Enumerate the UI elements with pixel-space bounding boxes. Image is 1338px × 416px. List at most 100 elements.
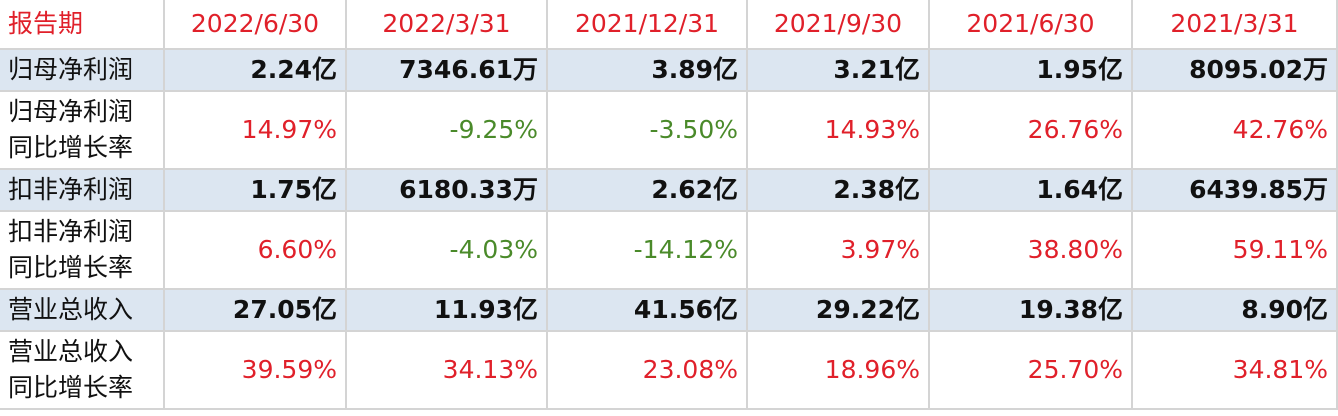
header-text: 2021/9/30 [773, 9, 903, 38]
value-text: 11.93亿 [433, 295, 538, 324]
row-label: 扣非净利润同比增长率 [0, 212, 165, 290]
value-cell: 1.75亿 [165, 170, 347, 212]
value-cell: 3.21亿 [748, 50, 930, 92]
value-text: 29.22亿 [815, 295, 920, 324]
value-cell: -4.03% [347, 212, 548, 290]
value-text: 34.81% [1232, 355, 1328, 384]
value-text: 8095.02万 [1189, 55, 1328, 84]
value-cell: 14.93% [748, 92, 930, 170]
header-text: 2021/3/31 [1170, 9, 1299, 38]
value-text: -3.50% [649, 115, 738, 144]
value-text: 38.80% [1027, 235, 1123, 264]
header-cell: 2021/3/31 [1133, 0, 1338, 50]
row-label-text: 扣非净利润 [8, 175, 134, 204]
value-cell: 23.08% [548, 332, 748, 410]
value-text: -14.12% [633, 235, 738, 264]
row-label: 营业总收入同比增长率 [0, 332, 165, 410]
value-text: 8.90亿 [1241, 295, 1328, 324]
header-cell: 2021/6/30 [930, 0, 1133, 50]
value-text: -4.03% [449, 235, 538, 264]
value-text: 27.05亿 [232, 295, 337, 324]
header-text: 2021/6/30 [966, 9, 1095, 38]
value-text: 3.21亿 [833, 55, 920, 84]
value-text: 39.59% [241, 355, 337, 384]
row-label-text: 归母净利润 [8, 97, 134, 126]
row-label-text: 归母净利润 [8, 55, 134, 84]
value-cell: 1.95亿 [930, 50, 1133, 92]
value-cell: -9.25% [347, 92, 548, 170]
row-label: 营业总收入 [0, 290, 165, 332]
row-label-text: 营业总收入 [8, 295, 134, 324]
value-text: 1.75亿 [250, 175, 337, 204]
value-cell: 7346.61万 [347, 50, 548, 92]
value-cell: 26.76% [930, 92, 1133, 170]
value-cell: 41.56亿 [548, 290, 748, 332]
row-label-text: 同比增长率 [8, 133, 134, 162]
value-text: 41.56亿 [633, 295, 738, 324]
value-cell: 29.22亿 [748, 290, 930, 332]
header-text: 报告期 [8, 9, 84, 38]
value-text: 2.38亿 [833, 175, 920, 204]
value-text: 3.97% [840, 235, 920, 264]
value-cell: 14.97% [165, 92, 347, 170]
value-cell: 8095.02万 [1133, 50, 1338, 92]
value-cell: 3.97% [748, 212, 930, 290]
value-text: 23.08% [642, 355, 738, 384]
value-cell: 2.62亿 [548, 170, 748, 212]
value-text: 1.64亿 [1036, 175, 1123, 204]
value-cell: 8.90亿 [1133, 290, 1338, 332]
value-cell: 1.64亿 [930, 170, 1133, 212]
value-cell: 34.13% [347, 332, 548, 410]
value-cell: -14.12% [548, 212, 748, 290]
row-label: 归母净利润 [0, 50, 165, 92]
value-text: 18.96% [824, 355, 920, 384]
value-cell: 6180.33万 [347, 170, 548, 212]
header-cell: 2021/9/30 [748, 0, 930, 50]
value-text: 6439.85万 [1189, 175, 1328, 204]
header-text: 2021/12/31 [574, 9, 720, 38]
value-cell: 18.96% [748, 332, 930, 410]
header-cell: 2021/12/31 [548, 0, 748, 50]
value-text: 14.97% [241, 115, 337, 144]
value-cell: 39.59% [165, 332, 347, 410]
value-text: 34.13% [442, 355, 538, 384]
value-text: 42.76% [1232, 115, 1328, 144]
value-cell: 25.70% [930, 332, 1133, 410]
header-text: 2022/6/30 [190, 9, 320, 38]
header-cell: 2022/3/31 [347, 0, 548, 50]
value-cell: 38.80% [930, 212, 1133, 290]
header-cell: 2022/6/30 [165, 0, 347, 50]
value-cell: 27.05亿 [165, 290, 347, 332]
value-cell: 2.38亿 [748, 170, 930, 212]
value-text: 1.95亿 [1036, 55, 1123, 84]
value-cell: 19.38亿 [930, 290, 1133, 332]
value-text: 2.24亿 [250, 55, 337, 84]
value-cell: 2.24亿 [165, 50, 347, 92]
value-text: 6.60% [257, 235, 337, 264]
value-cell: 59.11% [1133, 212, 1338, 290]
value-cell: 42.76% [1133, 92, 1338, 170]
value-text: -9.25% [449, 115, 538, 144]
value-cell: 6.60% [165, 212, 347, 290]
value-cell: 34.81% [1133, 332, 1338, 410]
value-text: 26.76% [1027, 115, 1123, 144]
row-label: 扣非净利润 [0, 170, 165, 212]
row-label-text: 营业总收入 [8, 337, 134, 366]
value-text: 7346.61万 [399, 55, 538, 84]
value-text: 2.62亿 [651, 175, 738, 204]
value-cell: 11.93亿 [347, 290, 548, 332]
value-cell: 3.89亿 [548, 50, 748, 92]
value-text: 14.93% [824, 115, 920, 144]
value-text: 25.70% [1027, 355, 1123, 384]
value-cell: 6439.85万 [1133, 170, 1338, 212]
value-text: 6180.33万 [399, 175, 538, 204]
value-text: 59.11% [1232, 235, 1328, 264]
value-cell: -3.50% [548, 92, 748, 170]
row-label-text: 同比增长率 [8, 253, 134, 282]
header-cell: 报告期 [0, 0, 165, 50]
value-text: 19.38亿 [1018, 295, 1123, 324]
row-label-text: 扣非净利润 [8, 217, 134, 246]
value-text: 3.89亿 [651, 55, 738, 84]
row-label-text: 同比增长率 [8, 373, 134, 402]
